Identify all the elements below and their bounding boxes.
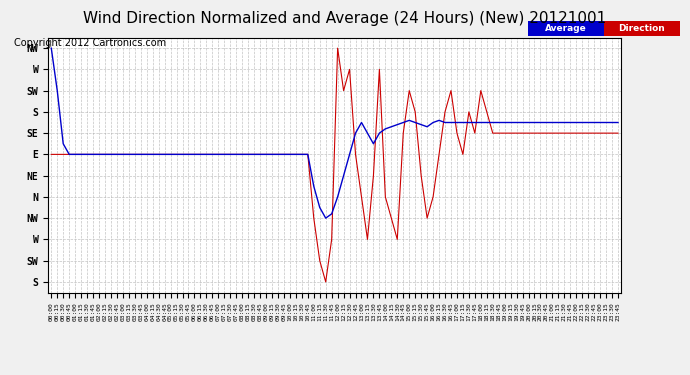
Text: Average: Average [545,24,586,33]
Text: Wind Direction Normalized and Average (24 Hours) (New) 20121001: Wind Direction Normalized and Average (2… [83,11,607,26]
Text: Direction: Direction [618,24,665,33]
Text: Copyright 2012 Cartronics.com: Copyright 2012 Cartronics.com [14,38,166,48]
